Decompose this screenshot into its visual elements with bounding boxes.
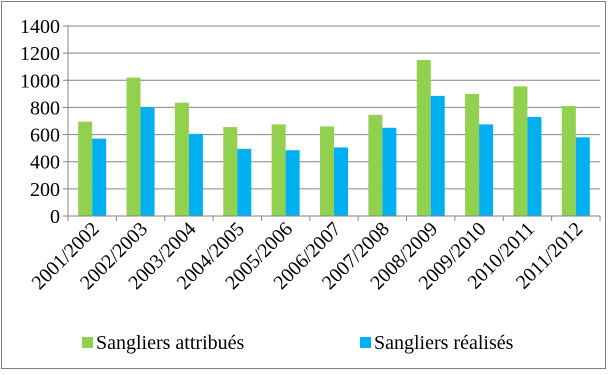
bar-realises bbox=[334, 147, 348, 216]
y-tick-label: 0 bbox=[50, 206, 60, 228]
bar-chart: 0 200 400 600 800 1000 1200 1400 2001/20022002/… bbox=[20, 16, 601, 354]
bar-realises bbox=[575, 137, 590, 216]
legend-label: Sangliers attribués bbox=[96, 332, 245, 354]
bar-realises bbox=[479, 124, 494, 216]
y-tick-label: 1200 bbox=[20, 43, 60, 65]
bar-attribues bbox=[416, 59, 431, 216]
legend: Sangliers attribués Sangliers réalisés bbox=[82, 332, 514, 354]
y-tick-label: 1000 bbox=[20, 70, 60, 92]
bar-attribues bbox=[320, 126, 334, 216]
bars bbox=[78, 59, 590, 217]
bar-realises bbox=[527, 116, 542, 216]
chart-frame: 0 200 400 600 800 1000 1200 1400 2001/2002 2002/… bbox=[1, 1, 606, 369]
y-tick-label: 1400 bbox=[20, 16, 60, 38]
y-tick-label: 600 bbox=[30, 125, 60, 147]
bar-attribues bbox=[465, 93, 480, 216]
bar-attribues bbox=[513, 86, 528, 217]
y-tick-label: 800 bbox=[30, 97, 60, 119]
x-axis-tick-labels: 2001/20022002/20032003/20042004/20052005… bbox=[28, 218, 588, 294]
bar-attribues bbox=[126, 77, 141, 216]
bar-attribues bbox=[223, 127, 238, 216]
bar-attribues bbox=[561, 106, 576, 216]
axes bbox=[63, 25, 601, 221]
bar-attribues bbox=[271, 124, 286, 216]
y-tick-label: 400 bbox=[30, 152, 60, 174]
legend-label: Sangliers réalisés bbox=[374, 332, 514, 354]
bar-attribues bbox=[368, 114, 383, 216]
bar-attribues bbox=[174, 102, 189, 216]
bar-realises bbox=[285, 150, 300, 216]
bar-realises bbox=[382, 127, 397, 216]
y-axis-tick-labels: 0 200 400 600 800 1000 1200 1400 bbox=[20, 16, 60, 228]
bar-realises bbox=[140, 107, 155, 216]
bar-realises bbox=[92, 138, 107, 216]
bar-realises bbox=[430, 95, 445, 216]
bar-realises bbox=[188, 133, 203, 216]
bar-attribues bbox=[78, 121, 93, 216]
y-tick-label: 200 bbox=[30, 179, 60, 201]
legend-swatch bbox=[82, 337, 93, 348]
bar-realises bbox=[237, 148, 252, 216]
legend-swatch bbox=[360, 337, 371, 348]
